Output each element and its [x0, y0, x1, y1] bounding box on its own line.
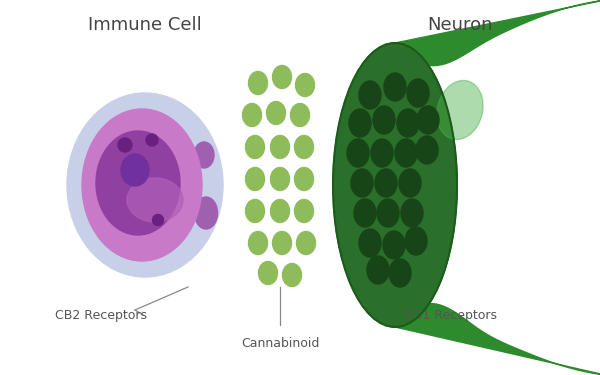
Ellipse shape	[417, 106, 439, 134]
Ellipse shape	[82, 109, 202, 261]
Ellipse shape	[245, 135, 265, 159]
Ellipse shape	[351, 169, 373, 197]
Text: CB2 Receptors: CB2 Receptors	[55, 309, 147, 321]
Ellipse shape	[373, 106, 395, 134]
Ellipse shape	[67, 93, 223, 277]
Ellipse shape	[271, 135, 290, 159]
Ellipse shape	[295, 168, 314, 190]
Ellipse shape	[407, 79, 429, 107]
Ellipse shape	[377, 199, 399, 227]
Ellipse shape	[194, 197, 218, 229]
Circle shape	[118, 138, 132, 152]
Ellipse shape	[296, 231, 316, 255]
Ellipse shape	[121, 154, 149, 186]
Ellipse shape	[437, 81, 483, 140]
Ellipse shape	[333, 43, 457, 327]
Ellipse shape	[384, 73, 406, 101]
Ellipse shape	[248, 72, 268, 94]
Ellipse shape	[401, 199, 423, 227]
Ellipse shape	[296, 74, 314, 96]
Ellipse shape	[194, 142, 214, 168]
Text: Cannabinoid: Cannabinoid	[241, 337, 319, 350]
Ellipse shape	[271, 200, 290, 222]
Circle shape	[152, 214, 163, 225]
Ellipse shape	[347, 139, 369, 167]
Polygon shape	[395, 0, 600, 375]
Ellipse shape	[295, 135, 314, 159]
Ellipse shape	[405, 227, 427, 255]
Ellipse shape	[354, 199, 376, 227]
Ellipse shape	[248, 231, 268, 255]
Ellipse shape	[290, 104, 310, 126]
Ellipse shape	[349, 109, 371, 137]
Ellipse shape	[359, 229, 381, 257]
Ellipse shape	[259, 261, 277, 285]
Ellipse shape	[272, 66, 292, 88]
Text: Neuron: Neuron	[427, 16, 493, 34]
Text: Immune Cell: Immune Cell	[88, 16, 202, 34]
Ellipse shape	[295, 200, 314, 222]
Ellipse shape	[245, 168, 265, 190]
Ellipse shape	[272, 231, 292, 255]
Ellipse shape	[359, 81, 381, 109]
Ellipse shape	[242, 104, 262, 126]
Ellipse shape	[399, 169, 421, 197]
Ellipse shape	[367, 256, 389, 284]
Ellipse shape	[416, 136, 438, 164]
Ellipse shape	[96, 131, 180, 235]
Ellipse shape	[245, 200, 265, 222]
Ellipse shape	[127, 178, 183, 222]
Text: CB1 Receptors: CB1 Receptors	[405, 309, 497, 321]
Ellipse shape	[389, 259, 411, 287]
Ellipse shape	[283, 264, 302, 286]
Ellipse shape	[375, 169, 397, 197]
Ellipse shape	[383, 231, 405, 259]
Ellipse shape	[266, 102, 286, 124]
Ellipse shape	[371, 139, 393, 167]
Ellipse shape	[395, 139, 417, 167]
Circle shape	[146, 134, 158, 146]
Ellipse shape	[271, 168, 290, 190]
Ellipse shape	[397, 109, 419, 137]
